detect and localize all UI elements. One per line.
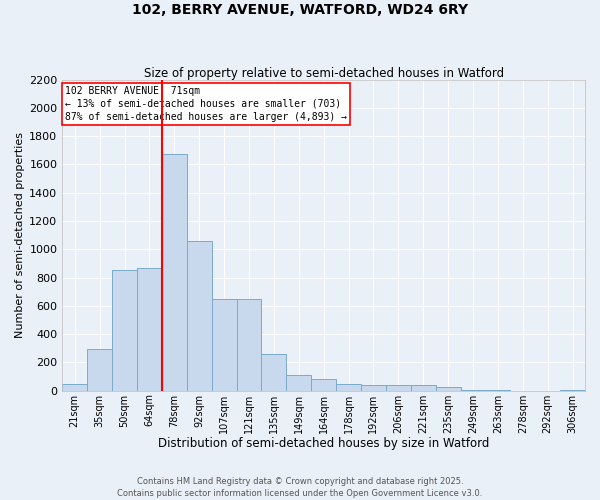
X-axis label: Distribution of semi-detached houses by size in Watford: Distribution of semi-detached houses by … — [158, 437, 490, 450]
Text: Contains HM Land Registry data © Crown copyright and database right 2025.
Contai: Contains HM Land Registry data © Crown c… — [118, 476, 482, 498]
Bar — [411, 385, 436, 390]
Bar — [336, 384, 361, 390]
Bar — [311, 380, 336, 390]
Bar — [436, 387, 461, 390]
Bar — [386, 385, 411, 390]
Y-axis label: Number of semi-detached properties: Number of semi-detached properties — [15, 132, 25, 338]
Title: Size of property relative to semi-detached houses in Watford: Size of property relative to semi-detach… — [143, 66, 504, 80]
Bar — [262, 354, 286, 391]
Text: 102, BERRY AVENUE, WATFORD, WD24 6RY: 102, BERRY AVENUE, WATFORD, WD24 6RY — [132, 2, 468, 16]
Bar — [162, 154, 187, 390]
Bar — [361, 385, 386, 390]
Bar — [187, 240, 212, 390]
Bar — [112, 270, 137, 390]
Bar — [212, 298, 236, 390]
Bar — [236, 298, 262, 390]
Bar — [87, 349, 112, 391]
Bar — [286, 375, 311, 390]
Text: 102 BERRY AVENUE: 71sqm
← 13% of semi-detached houses are smaller (703)
87% of s: 102 BERRY AVENUE: 71sqm ← 13% of semi-de… — [65, 86, 347, 122]
Bar — [137, 268, 162, 390]
Bar — [62, 384, 87, 390]
